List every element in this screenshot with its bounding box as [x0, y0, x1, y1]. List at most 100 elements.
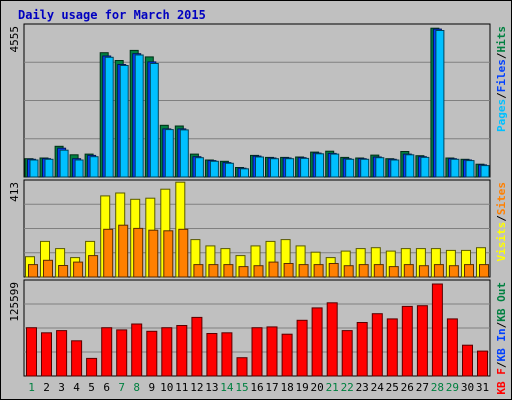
- bar-pages: [209, 160, 219, 178]
- bar-pages: [435, 30, 445, 178]
- axis-legend-requests: Pages/Files/Hits: [495, 26, 508, 132]
- bar-pages: [405, 154, 415, 178]
- bar-kb-f: [386, 318, 398, 377]
- bar-kb-f: [431, 283, 443, 377]
- bar-kb-f: [446, 318, 458, 377]
- bar-sites: [358, 264, 369, 278]
- day-label: 30: [461, 381, 474, 394]
- bar-pages: [240, 168, 249, 178]
- bar-kb-f: [251, 327, 263, 377]
- bar-kb-f: [311, 307, 323, 377]
- day-label: 26: [401, 381, 414, 394]
- bar-sites: [58, 265, 69, 278]
- day-label: 2: [43, 381, 50, 394]
- bar-sites: [88, 255, 99, 278]
- day-label: 29: [446, 381, 459, 394]
- bar-kb-f: [462, 344, 473, 377]
- bar-sites: [448, 265, 459, 278]
- bar-pages: [224, 162, 234, 178]
- day-label: 17: [265, 381, 278, 394]
- bar-pages: [194, 157, 204, 178]
- bar-kb-f: [356, 322, 368, 377]
- bar-pages: [375, 157, 385, 178]
- bar-pages: [255, 156, 264, 178]
- bar-pages: [74, 159, 84, 178]
- bar-sites: [418, 265, 429, 278]
- day-label: 18: [280, 381, 293, 394]
- day-label: 10: [160, 381, 173, 394]
- day-label: 7: [118, 381, 125, 394]
- bar-pages: [420, 156, 430, 178]
- bar-sites: [388, 266, 399, 278]
- bar-sites: [178, 228, 189, 278]
- bar-kb-f: [477, 350, 488, 377]
- day-label: 4: [73, 381, 80, 394]
- bar-sites: [253, 265, 264, 278]
- axis-legend-part: Files: [495, 59, 508, 92]
- bar-kb-f: [101, 327, 113, 377]
- day-label: 27: [416, 381, 429, 394]
- chart-title: Daily usage for March 2015: [18, 8, 206, 22]
- bar-sites: [313, 264, 324, 278]
- axis-legend-part: /: [495, 215, 508, 222]
- bar-pages: [89, 156, 99, 178]
- bar-pages: [149, 63, 159, 178]
- bar-kb-f: [161, 327, 173, 377]
- bar-pages: [44, 158, 54, 178]
- bar-sites: [28, 264, 38, 278]
- bar-pages: [480, 165, 490, 178]
- bar-kb-f: [236, 357, 248, 377]
- bar-sites: [433, 264, 444, 278]
- bar-kb-f: [416, 305, 428, 377]
- bar-sites: [328, 263, 339, 278]
- day-label: 1: [28, 381, 35, 394]
- bar-kb-f: [176, 325, 188, 377]
- bar-sites: [298, 264, 309, 278]
- bar-pages: [134, 54, 144, 178]
- bar-pages: [179, 129, 189, 178]
- bar-pages: [300, 157, 310, 178]
- bar-sites: [464, 264, 474, 278]
- bar-pages: [390, 159, 400, 178]
- bar-sites: [148, 229, 159, 278]
- bar-kb-f: [131, 323, 143, 377]
- axis-legend-part: Hits: [495, 26, 508, 53]
- axis-legend-traffic: KB F/KB In/KB Out: [495, 282, 508, 395]
- axis-legend-part: KB Out: [495, 282, 508, 322]
- bar-pages: [315, 153, 325, 178]
- bar-sites: [373, 264, 384, 278]
- bar-pages: [164, 129, 174, 178]
- bar-pages: [345, 158, 355, 178]
- bar-kb-f: [281, 333, 293, 377]
- bar-kb-f: [371, 313, 383, 377]
- day-label: 3: [58, 381, 65, 394]
- bar-sites: [208, 264, 219, 278]
- axis-legend-part: Visits: [495, 222, 508, 262]
- axis-legend-part: Sites: [495, 182, 508, 215]
- bar-kb-f: [116, 329, 128, 377]
- day-label: 23: [356, 381, 369, 394]
- day-label: 8: [133, 381, 140, 394]
- bar-kb-f: [56, 330, 68, 377]
- bar-sites: [343, 265, 354, 278]
- bar-pages: [360, 158, 370, 178]
- day-label: 19: [295, 381, 308, 394]
- day-label: 31: [476, 381, 489, 394]
- axis-legend-part: KB F: [495, 368, 508, 395]
- axis-legend-part: Pages: [495, 99, 508, 132]
- bar-sites: [283, 263, 294, 278]
- day-label: 15: [235, 381, 248, 394]
- day-label: 20: [310, 381, 323, 394]
- axis-legend-part: /: [495, 92, 508, 99]
- bar-sites: [223, 264, 234, 278]
- bar-sites: [268, 261, 279, 278]
- bar-kb-f: [191, 316, 203, 377]
- bar-pages: [59, 149, 69, 178]
- bar-sites: [103, 228, 114, 278]
- bar-kb-f: [341, 330, 353, 377]
- axis-legend-visits: Visits/Sites: [495, 182, 508, 262]
- day-label: 28: [431, 381, 444, 394]
- bar-sites: [43, 259, 53, 278]
- bar-pages: [330, 153, 340, 178]
